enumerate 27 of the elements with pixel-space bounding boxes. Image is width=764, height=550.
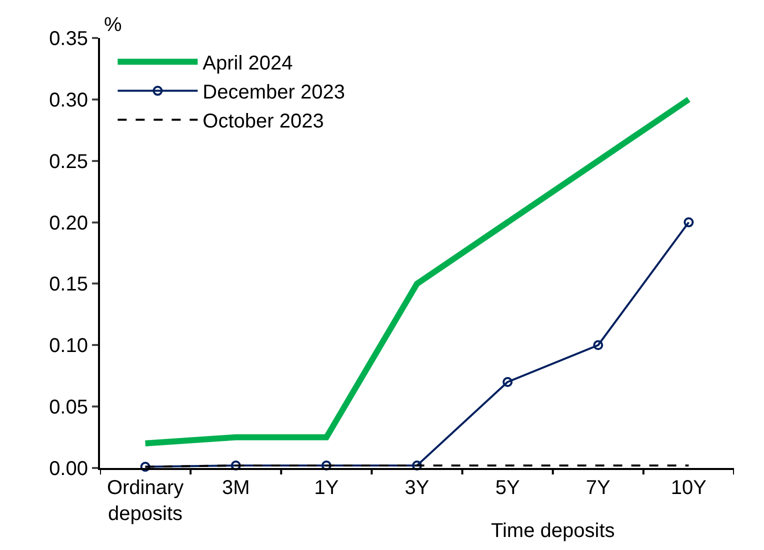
x-tick-label: 1Y (314, 477, 339, 499)
legend-label: December 2023 (202, 82, 345, 104)
y-tick-label: 0.20 (49, 212, 88, 234)
point (593, 340, 604, 350)
point (502, 377, 513, 387)
y-axis-title: % (104, 14, 122, 36)
x-tick-label: 3M (222, 477, 250, 499)
legend-label: April 2024 (202, 52, 293, 75)
x-tick-label: 5Y (495, 477, 520, 499)
y-tick-label: 0.30 (49, 89, 88, 112)
point (140, 462, 150, 472)
x-axis-title: Time deposits (491, 520, 615, 542)
y-tick-label: 0.35 (49, 28, 88, 50)
y-tick-label: 0.10 (49, 335, 88, 358)
point (412, 460, 422, 471)
point (684, 217, 694, 228)
x-tick-label: 10Y (670, 477, 707, 499)
y-tick-label: 0.05 (49, 396, 88, 419)
legend-label: October 2023 (202, 110, 324, 133)
y-tick-label: 0.00 (49, 458, 88, 480)
x-tick-label: 7Y (586, 477, 610, 499)
x-tick-label: Ordinary deposits (106, 477, 184, 525)
y-tick-label: 0.15 (49, 274, 88, 296)
x-tick-label: 3Y (404, 477, 430, 499)
y-tick-label: 0.25 (49, 150, 88, 173)
point (321, 460, 332, 471)
point (230, 460, 241, 471)
